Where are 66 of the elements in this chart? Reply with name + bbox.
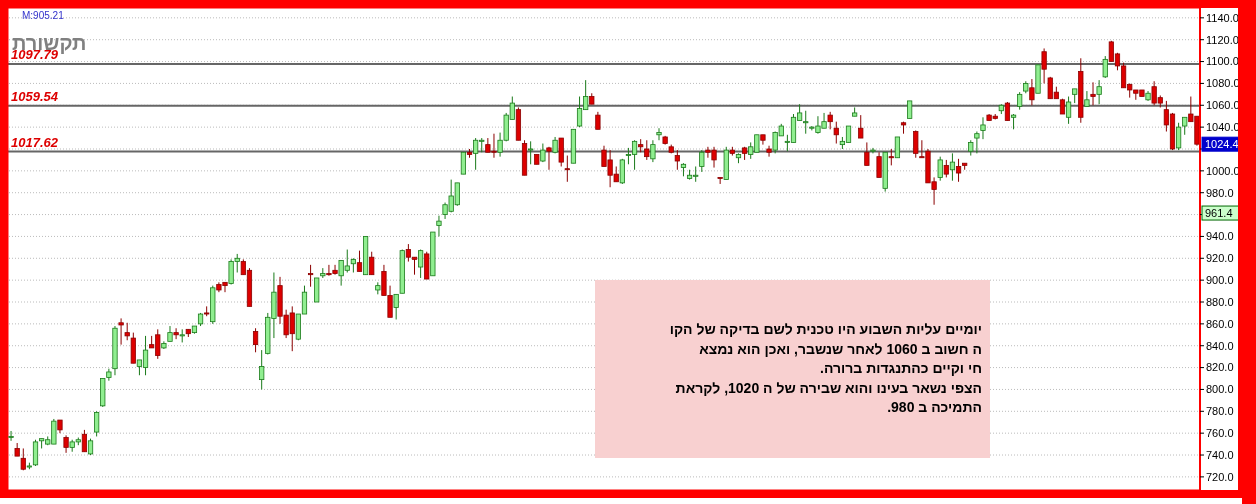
y-tick-label: 940.0 bbox=[1206, 230, 1234, 243]
candlestick bbox=[974, 131, 980, 154]
y-tick-label: 1100.0 bbox=[1206, 55, 1239, 68]
ref-line-label: 1017.62 bbox=[11, 134, 59, 150]
candlestick bbox=[460, 151, 467, 175]
annotation: M:905.21 bbox=[22, 10, 65, 21]
annotation: יומיים עליות השבוע היו טכנית לשם בדיקה של הקו ה חשוב ב 1060 לאחר שנשבר, ואכן הוא נמצא חי וקיים כהתנגדות ברורה. הצפי נשאר בעינו והוא שבירה של ה 1020, לקראת התמיכה ב 980. bbox=[669, 321, 982, 415]
candlestick bbox=[418, 249, 424, 279]
y-tick-label: 840.0 bbox=[1206, 339, 1234, 352]
candlestick bbox=[833, 121, 839, 145]
candlestick bbox=[1102, 55, 1108, 79]
candlestick bbox=[173, 327, 179, 340]
candlestick bbox=[858, 114, 864, 139]
candlestick bbox=[436, 215, 442, 237]
candlestick bbox=[803, 110, 809, 135]
candlestick bbox=[619, 158, 625, 185]
candlestick bbox=[1041, 47, 1047, 84]
candlestick bbox=[656, 127, 662, 141]
candlestick bbox=[356, 250, 363, 272]
candlestick bbox=[307, 264, 314, 288]
candlestick bbox=[1084, 90, 1090, 107]
candlestick bbox=[699, 149, 705, 173]
candlestick bbox=[81, 429, 88, 453]
y-tick-label: 880.0 bbox=[1206, 295, 1234, 308]
candlestick bbox=[118, 317, 124, 346]
y-tick-label: 920.0 bbox=[1206, 252, 1234, 265]
candlestick bbox=[955, 158, 962, 183]
candlestick bbox=[252, 327, 259, 353]
candlestick bbox=[8, 430, 14, 442]
y-tick-label: 800.0 bbox=[1206, 383, 1234, 396]
candlestick bbox=[894, 136, 901, 159]
candlestick bbox=[864, 141, 870, 166]
y-tick-label: 720.0 bbox=[1206, 470, 1234, 483]
text: 961.4 bbox=[1205, 206, 1233, 219]
candlestick bbox=[876, 151, 882, 178]
y-tick-label: 1120.0 bbox=[1206, 33, 1239, 46]
text: 1024.4 bbox=[1205, 138, 1239, 151]
candlestick bbox=[1096, 79, 1102, 105]
candlestick bbox=[1065, 96, 1072, 125]
candlestick bbox=[528, 140, 534, 165]
candlestick bbox=[980, 116, 986, 140]
y-tick-label: 740.0 bbox=[1206, 448, 1234, 461]
candlestick bbox=[369, 251, 375, 276]
ref-line-label: 1059.54 bbox=[11, 88, 59, 104]
y-tick-label: 860.0 bbox=[1206, 317, 1234, 330]
candlestick bbox=[1090, 81, 1096, 106]
candlestick bbox=[949, 152, 956, 182]
candlestick bbox=[674, 149, 680, 171]
y-tick-label: 820.0 bbox=[1206, 361, 1234, 374]
candlestick bbox=[937, 156, 943, 182]
candlestick bbox=[259, 349, 265, 390]
y-tick-label: 900.0 bbox=[1206, 274, 1234, 286]
candlestick bbox=[717, 176, 723, 185]
candlestick bbox=[766, 145, 772, 158]
candlestick bbox=[1004, 101, 1011, 122]
y-tick-label: 760.0 bbox=[1206, 427, 1234, 440]
candlestick bbox=[564, 155, 570, 183]
candlestick bbox=[913, 129, 919, 159]
candlestick bbox=[393, 293, 399, 320]
candlestick bbox=[1029, 78, 1035, 106]
candlestick bbox=[650, 139, 656, 163]
candlestick bbox=[94, 410, 100, 437]
y-tick-label: 780.0 bbox=[1206, 405, 1234, 418]
y-tick-label: 980.0 bbox=[1206, 186, 1234, 199]
y-tick-label: 1140.0 bbox=[1206, 11, 1239, 24]
candlestick bbox=[644, 139, 650, 161]
